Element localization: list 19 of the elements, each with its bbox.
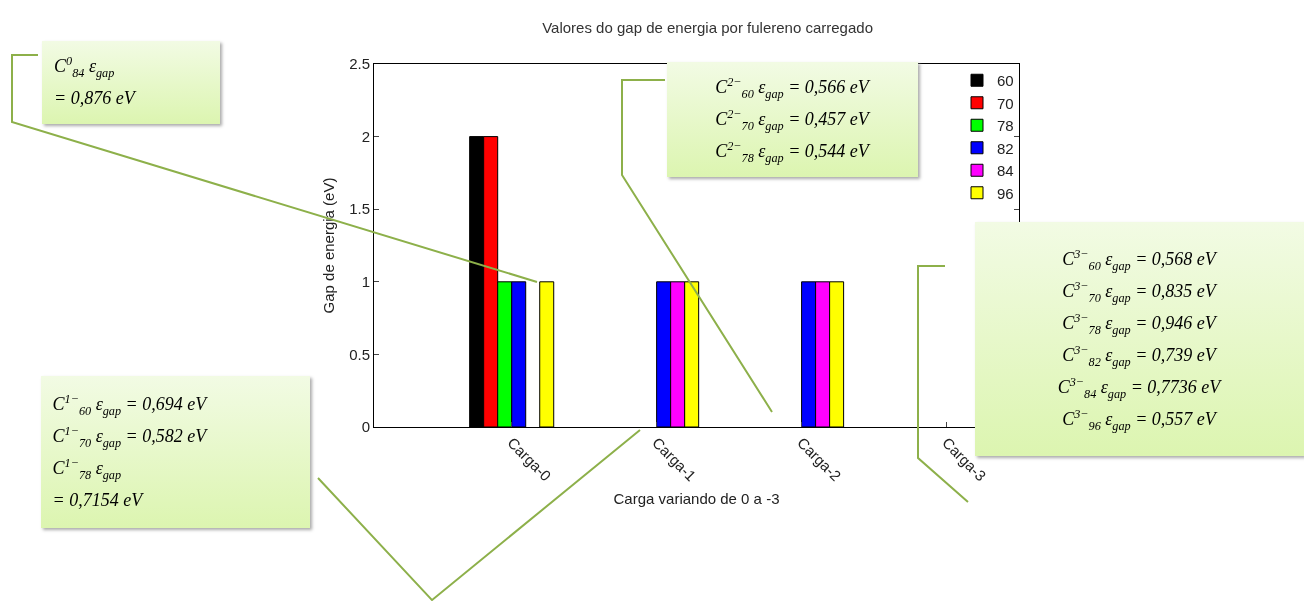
note-box: C$^{2−}$$_{60}$ ε$_{gap}$ = 0,566 eV C$^{2−}$$_{70}$ ε$_{gap}$ = 0,457 eV C$^{2−}$$_{78}$ ε$_{gap}$ = 0,544 eV (666, 61, 918, 177)
y-tick-label: 2 (361, 127, 370, 145)
x-axis-title: Carga variando de 0 a -3 (613, 490, 780, 508)
legend-label: 70 (997, 94, 1014, 112)
legend-label: 96 (997, 184, 1014, 202)
y-tick-label: 1 (361, 273, 370, 291)
chart-title: Valores do gap de energia por fulereno carregado (542, 19, 873, 37)
legend-label: 82 (997, 139, 1014, 157)
note-box: C$^{1−}$$_{60}$ ε$_{gap}$ = 0,694 eV C$^{1−}$$_{70}$ ε$_{gap}$ = 0,582 eV C$^{1−}$$_{78}$ ε$_{gap}$ = 0,7154 eV (40, 376, 310, 528)
note-box: C$^{0}$$_{84}$ ε$_{gap}$ = 0,876 eV (42, 40, 220, 124)
legend-label: 84 (997, 162, 1014, 180)
y-axis-title: Gap de energia (eV) (320, 177, 338, 314)
y-tick-label: 0 (361, 418, 370, 436)
legend-label: 78 (997, 117, 1014, 135)
y-tick-label: 1.5 (349, 200, 370, 218)
legend-label: 60 (997, 72, 1014, 90)
y-tick-label: 2.5 (349, 55, 370, 73)
y-tick-label: 0.5 (349, 345, 370, 363)
note-box: C$^{3−}$$_{60}$ ε$_{gap}$ = 0,568 eV C$^{3−}$$_{70}$ ε$_{gap}$ = 0,835 eV C$^{3−}$$_{78}$ ε$_{gap}$ = 0,946 eV C$^{3−}$$_{82}$ ε$_{gap}$ = 0,739 eV C$^{3−}$$_{84}$ ε$_{gap}$ = 0,7736 eV C$^{3−}$$_{96}$ ε$_{gap}$ = 0,557 eV (974, 222, 1304, 456)
